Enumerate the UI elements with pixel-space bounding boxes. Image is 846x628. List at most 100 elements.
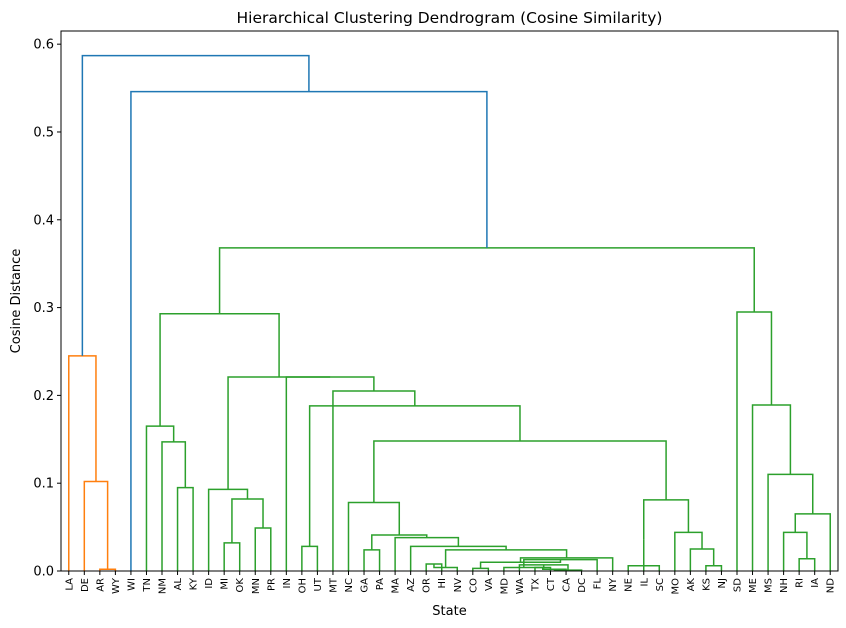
dendrogram-link-g39: [782, 531, 808, 571]
leaf-label-wa: WA: [515, 578, 526, 594]
y-tick-label: 0.5: [33, 125, 54, 140]
dendrogram-link-g21: [444, 549, 568, 568]
leaf-label-ia: IA: [810, 578, 821, 588]
dendrogram-link-g4: [223, 542, 241, 571]
plot-frame: [60, 30, 839, 572]
chart-title: Hierarchical Clustering Dendrogram (Cosi…: [237, 9, 663, 27]
leaf-label-tx: TX: [530, 578, 541, 592]
leaf-label-ne: NE: [624, 578, 635, 592]
dendrogram-link-g11: [433, 563, 459, 571]
leaf-label-pa: PA: [375, 578, 386, 590]
y-tick-label: 0.2: [33, 389, 54, 404]
leaf-label-de: DE: [80, 578, 91, 592]
dendrogram-link-g28: [705, 564, 723, 571]
y-tick-label: 0.1: [33, 477, 54, 492]
y-axis-label: Cosine Distance: [9, 249, 24, 354]
leaf-label-md: MD: [499, 578, 510, 595]
dendrogram-link-g1: [176, 486, 194, 571]
dendrogram-link-g7: [207, 488, 249, 571]
leaf-label-nv: NV: [453, 578, 464, 592]
leaf-label-id: ID: [204, 578, 215, 589]
dendrogram-link-g9: [363, 549, 381, 571]
dendrogram-link-g2: [161, 441, 187, 571]
leaf-label-sc: SC: [655, 578, 666, 591]
leaf-label-ga: GA: [360, 578, 371, 593]
dendrogram-link-g30: [674, 531, 703, 571]
dendrogram-link-g33: [308, 405, 521, 547]
leaf-label-mn: MN: [251, 578, 262, 594]
dendrogram-link-g40: [794, 513, 831, 571]
dendrogram-link-g12: [472, 567, 490, 571]
leaf-label-in: IN: [282, 578, 293, 588]
dendrogram-link-b1: [130, 90, 488, 571]
dendrogram-link-g3: [145, 425, 175, 571]
leaf-label-ak: AK: [686, 578, 697, 592]
leaf-label-mi: MI: [220, 578, 231, 590]
leaf-label-al: AL: [173, 578, 184, 591]
y-axis: 0.0 0.1 0.2 0.3 0.4 0.5 0.6: [33, 38, 61, 580]
leaf-label-dc: DC: [577, 578, 588, 593]
leaf-label-wy: WY: [111, 577, 122, 594]
leaf-label-ut: UT: [313, 577, 324, 591]
dendrogram-link-g29: [689, 548, 715, 571]
dendrogram-link-g41: [767, 473, 814, 571]
leaf-label-me: ME: [748, 578, 759, 593]
dendrogram-link-g37: [159, 312, 280, 427]
dendrogram-link-g8: [301, 545, 319, 571]
y-tick-label: 0.0: [33, 565, 54, 580]
dendrogram-link-g22: [409, 545, 507, 571]
leaf-label-tn: TN: [142, 578, 153, 593]
dendrogram-link-g42: [751, 404, 792, 571]
dendrogram-link-o3: [68, 355, 97, 571]
dendrogram-link-g36: [227, 376, 331, 490]
leaf-label-ky: KY: [189, 577, 200, 590]
dendrogram-link-g38: [798, 557, 816, 571]
leaf-label-il: IL: [639, 578, 650, 587]
leaf-label-la: LA: [64, 578, 75, 591]
leaf-label-az: AZ: [406, 578, 417, 592]
leaf-label-ma: MA: [391, 578, 402, 594]
leaf-label-mo: MO: [670, 578, 681, 595]
leaf-label-nm: NM: [158, 578, 169, 594]
dendrogram-link-g18: [523, 558, 598, 571]
leaf-label-sd: SD: [732, 578, 743, 592]
leaf-label-ct: CT: [546, 577, 557, 591]
dendrogram-link-g31: [643, 499, 690, 540]
dendrogram-link-b2: [81, 54, 310, 356]
y-tick-label: 0.3: [33, 301, 54, 316]
dendrogram-link-g6: [231, 498, 264, 543]
leaf-label-or: OR: [422, 578, 433, 593]
leaf-label-wi: WI: [126, 578, 137, 591]
leaf-label-nh: NH: [779, 578, 790, 593]
dendrogram-link-o1: [99, 568, 117, 571]
x-axis: LA DE AR WY WI TN NM AL KY ID MI OK MN PR IN OH UT MT NC GA…: [64, 571, 837, 595]
leaf-label-ms: MS: [764, 578, 775, 593]
leaf-label-co: CO: [468, 578, 479, 593]
leaf-label-fl: FL: [593, 578, 604, 590]
leaf-label-pr: PR: [266, 578, 277, 591]
leaf-label-ny: NY: [608, 577, 619, 591]
dendrogram-link-g5: [254, 527, 272, 571]
y-tick-label: 0.4: [33, 213, 54, 228]
leaf-label-mt: MT: [328, 577, 339, 593]
leaf-label-ks: KS: [701, 578, 712, 591]
leaf-label-hi: HI: [437, 578, 448, 588]
dendrogram-link-g17: [503, 564, 545, 571]
dendrogram-link-g44: [218, 247, 755, 314]
leaf-label-nj: NJ: [717, 578, 728, 588]
leaf-label-ar: AR: [95, 578, 106, 592]
dendrogram-link-g43: [736, 311, 773, 571]
x-axis-label: State: [432, 604, 466, 619]
leaf-label-nd: ND: [826, 578, 837, 593]
dendrogram-link-g32: [373, 440, 667, 503]
leaf-label-nc: NC: [344, 578, 355, 592]
y-tick-label: 0.6: [33, 38, 54, 53]
dendrogram-link-g25: [347, 501, 401, 571]
leaf-label-ok: OK: [235, 578, 246, 593]
leaf-label-ri: RI: [795, 578, 806, 588]
dendrogram-link-o2: [83, 480, 109, 571]
leaf-label-ca: CA: [562, 578, 573, 592]
leaf-label-va: VA: [484, 578, 495, 591]
leaf-label-oh: OH: [297, 578, 308, 593]
